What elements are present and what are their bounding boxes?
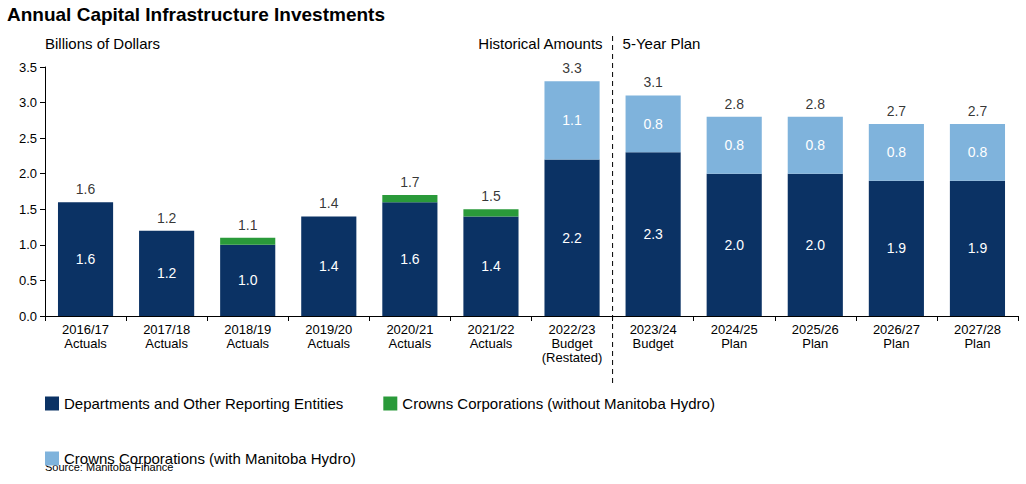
svg-text:1.2: 1.2	[157, 265, 177, 281]
svg-text:1.5: 1.5	[481, 188, 501, 204]
svg-text:0.0: 0.0	[19, 309, 37, 324]
svg-text:Billions of Dollars: Billions of Dollars	[45, 35, 160, 52]
svg-text:0.8: 0.8	[724, 137, 744, 153]
svg-text:Crowns Corporations (with Mani: Crowns Corporations (with Manitoba Hydro…	[64, 450, 356, 467]
svg-text:Actuals: Actuals	[226, 336, 269, 351]
svg-text:1.6: 1.6	[400, 251, 420, 267]
svg-text:Departments and Other Reportin: Departments and Other Reporting Entities	[64, 395, 343, 412]
svg-text:2.5: 2.5	[19, 131, 37, 146]
svg-text:1.9: 1.9	[968, 240, 988, 256]
svg-text:1.5: 1.5	[19, 202, 37, 217]
svg-text:Actuals: Actuals	[145, 336, 188, 351]
svg-text:Crowns Corporations (without M: Crowns Corporations (without Manitoba Hy…	[402, 395, 715, 412]
svg-text:1.9: 1.9	[887, 240, 907, 256]
svg-text:0.8: 0.8	[643, 116, 663, 132]
svg-text:2025/26: 2025/26	[792, 322, 839, 337]
svg-text:1.0: 1.0	[238, 272, 258, 288]
svg-text:3.1: 3.1	[643, 74, 663, 90]
svg-text:Budget: Budget	[633, 336, 675, 351]
svg-text:1.7: 1.7	[400, 174, 420, 190]
svg-text:1.4: 1.4	[319, 195, 339, 211]
svg-text:5-Year Plan: 5-Year Plan	[623, 35, 701, 52]
svg-text:1.6: 1.6	[76, 181, 96, 197]
svg-text:2026/27: 2026/27	[873, 322, 920, 337]
svg-text:Historical Amounts: Historical Amounts	[478, 35, 602, 52]
svg-text:Actuals: Actuals	[389, 336, 432, 351]
svg-text:3.3: 3.3	[562, 60, 582, 76]
svg-text:Actuals: Actuals	[470, 336, 513, 351]
svg-text:3.0: 3.0	[19, 95, 37, 110]
svg-text:2024/25: 2024/25	[711, 322, 758, 337]
svg-text:0.8: 0.8	[887, 144, 907, 160]
svg-text:0.8: 0.8	[806, 137, 826, 153]
svg-text:2021/22: 2021/22	[467, 322, 514, 337]
svg-text:3.5: 3.5	[19, 60, 37, 75]
svg-text:2.8: 2.8	[724, 96, 744, 112]
svg-text:2.7: 2.7	[887, 103, 907, 119]
svg-text:2.8: 2.8	[806, 96, 826, 112]
svg-text:Budget: Budget	[551, 336, 593, 351]
svg-text:1.6: 1.6	[76, 251, 96, 267]
svg-text:2.0: 2.0	[19, 166, 37, 181]
svg-text:Plan: Plan	[883, 336, 909, 351]
svg-text:1.0: 1.0	[19, 237, 37, 252]
svg-text:Plan: Plan	[802, 336, 828, 351]
svg-text:1.4: 1.4	[319, 258, 339, 274]
svg-text:Plan: Plan	[964, 336, 990, 351]
svg-text:2.3: 2.3	[643, 226, 663, 242]
svg-text:2020/21: 2020/21	[386, 322, 433, 337]
svg-text:Actuals: Actuals	[64, 336, 107, 351]
svg-text:1.4: 1.4	[481, 258, 501, 274]
svg-text:2.2: 2.2	[562, 230, 582, 246]
svg-text:2017/18: 2017/18	[143, 322, 190, 337]
svg-text:2027/28: 2027/28	[954, 322, 1001, 337]
svg-text:1.1: 1.1	[562, 112, 582, 128]
svg-text:2.7: 2.7	[968, 103, 988, 119]
svg-text:2.0: 2.0	[724, 237, 744, 253]
svg-text:2.0: 2.0	[806, 237, 826, 253]
svg-text:1.1: 1.1	[238, 217, 258, 233]
svg-text:0.8: 0.8	[968, 144, 988, 160]
svg-text:Annual Capital Infrastructure: Annual Capital Infrastructure Investment…	[7, 4, 385, 25]
svg-text:(Restated): (Restated)	[542, 350, 603, 365]
svg-text:2019/20: 2019/20	[305, 322, 352, 337]
svg-text:2023/24: 2023/24	[630, 322, 677, 337]
svg-text:Actuals: Actuals	[307, 336, 350, 351]
svg-text:2022/23: 2022/23	[549, 322, 596, 337]
svg-text:Plan: Plan	[721, 336, 747, 351]
svg-text:0.5: 0.5	[19, 273, 37, 288]
svg-text:2016/17: 2016/17	[62, 322, 109, 337]
svg-text:2018/19: 2018/19	[224, 322, 271, 337]
svg-text:1.2: 1.2	[157, 210, 177, 226]
